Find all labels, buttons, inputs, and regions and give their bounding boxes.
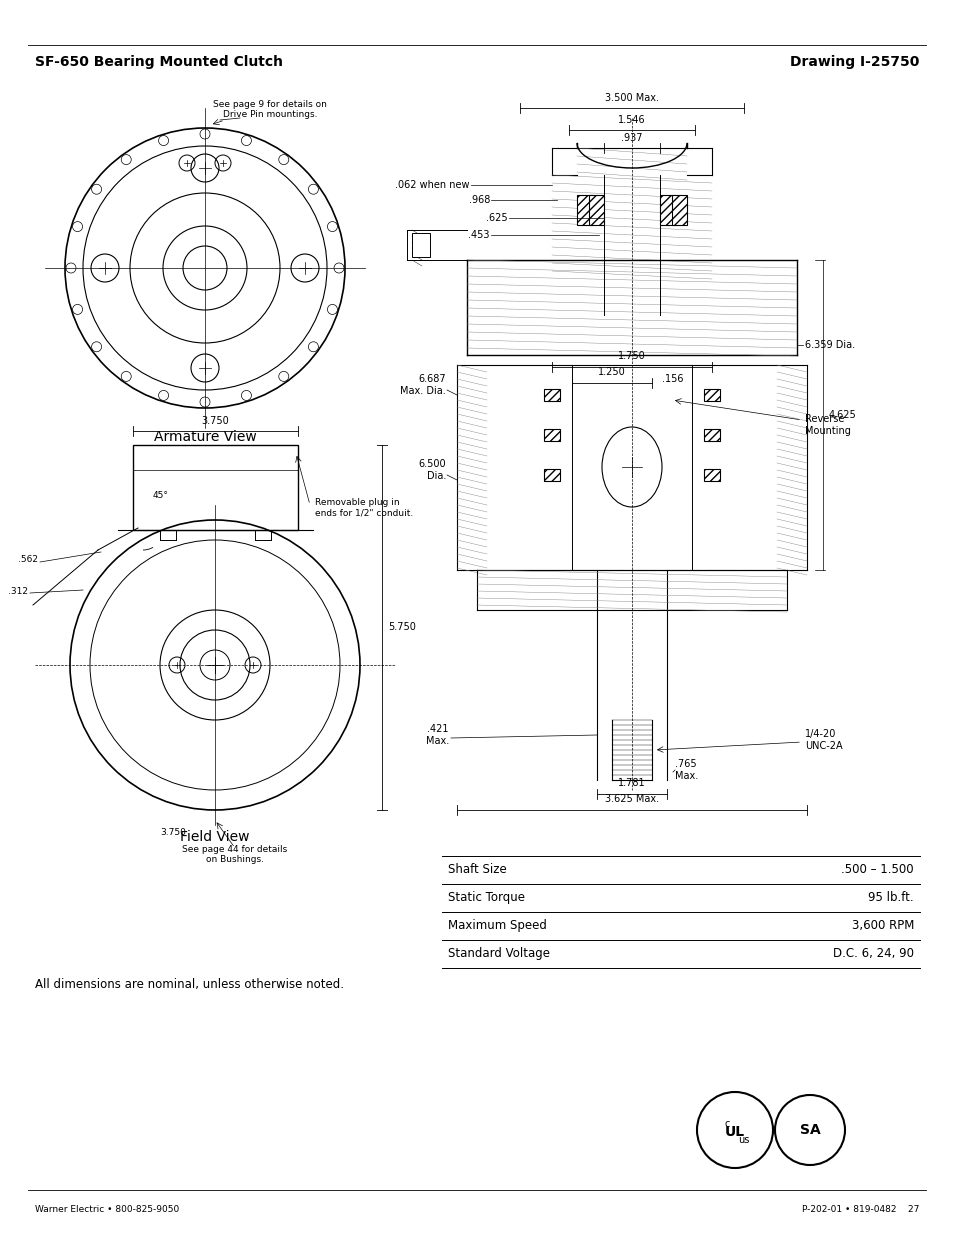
Text: 6.500
Dia.: 6.500 Dia. — [418, 459, 446, 480]
Text: 3,600 RPM: 3,600 RPM — [851, 920, 913, 932]
Text: All dimensions are nominal, unless otherwise noted.: All dimensions are nominal, unless other… — [35, 978, 344, 992]
Circle shape — [121, 372, 132, 382]
Bar — [577, 195, 592, 225]
Text: 3.750: 3.750 — [160, 827, 186, 837]
Text: .968: .968 — [468, 195, 490, 205]
Text: Static Torque: Static Torque — [448, 892, 524, 904]
Circle shape — [158, 390, 169, 400]
Circle shape — [91, 342, 101, 352]
Text: Warner Electric • 800-825-9050: Warner Electric • 800-825-9050 — [35, 1205, 179, 1214]
Text: Removable plug in
ends for 1/2" conduit.: Removable plug in ends for 1/2" conduit. — [314, 498, 413, 517]
Text: SA: SA — [799, 1123, 820, 1137]
Text: .562: .562 — [18, 556, 38, 564]
Text: 1.750: 1.750 — [618, 351, 645, 361]
Bar — [543, 469, 559, 480]
Text: 6.687
Max. Dia.: 6.687 Max. Dia. — [400, 374, 446, 395]
Bar — [132, 445, 297, 530]
Text: 1.781: 1.781 — [618, 778, 645, 788]
Text: .062 when new: .062 when new — [395, 180, 470, 190]
Text: .937: .937 — [620, 133, 642, 143]
Text: 4.625: 4.625 — [828, 410, 856, 420]
Text: .500 – 1.500: .500 – 1.500 — [841, 863, 913, 877]
Text: Drawing I-25750: Drawing I-25750 — [789, 56, 918, 69]
Text: .421
Max.: .421 Max. — [425, 724, 449, 746]
Text: us: us — [738, 1135, 749, 1145]
Bar — [659, 195, 675, 225]
Bar — [412, 233, 430, 257]
Text: .453: .453 — [468, 230, 490, 240]
Text: 1.546: 1.546 — [618, 115, 645, 125]
Circle shape — [241, 390, 252, 400]
Text: SF-650 Bearing Mounted Clutch: SF-650 Bearing Mounted Clutch — [35, 56, 283, 69]
Circle shape — [278, 154, 289, 164]
Text: 95 lb.ft.: 95 lb.ft. — [867, 892, 913, 904]
Bar — [703, 469, 720, 480]
Circle shape — [308, 184, 318, 194]
Bar — [703, 429, 720, 441]
Circle shape — [241, 136, 252, 146]
Circle shape — [278, 372, 289, 382]
Circle shape — [72, 221, 83, 232]
Circle shape — [334, 263, 344, 273]
Circle shape — [66, 263, 76, 273]
Text: Armature View: Armature View — [153, 430, 256, 445]
Circle shape — [308, 342, 318, 352]
Circle shape — [158, 136, 169, 146]
Text: Shaft Size: Shaft Size — [448, 863, 506, 877]
Text: 1.250: 1.250 — [598, 367, 625, 377]
Bar — [588, 195, 603, 225]
Text: D.C. 6, 24, 90: D.C. 6, 24, 90 — [832, 947, 913, 961]
Text: 3.500 Max.: 3.500 Max. — [604, 93, 659, 103]
Text: .765
Max.: .765 Max. — [675, 760, 698, 781]
Text: 5.750: 5.750 — [388, 622, 416, 632]
Text: 45°: 45° — [152, 490, 169, 499]
Bar — [543, 389, 559, 401]
Text: Reverse
Mounting: Reverse Mounting — [804, 414, 850, 436]
Circle shape — [200, 128, 210, 140]
Text: UL: UL — [724, 1125, 744, 1139]
Text: .625: .625 — [486, 212, 507, 224]
Circle shape — [327, 304, 337, 315]
Text: Field View: Field View — [180, 830, 250, 844]
Bar — [543, 429, 559, 441]
Text: See page 44 for details
on Bushings.: See page 44 for details on Bushings. — [182, 845, 287, 864]
Bar — [671, 195, 686, 225]
Text: 3.750: 3.750 — [201, 416, 229, 426]
Text: c: c — [723, 1119, 729, 1129]
Text: Standard Voltage: Standard Voltage — [448, 947, 550, 961]
Text: .156: .156 — [661, 374, 682, 384]
Text: Maximum Speed: Maximum Speed — [448, 920, 546, 932]
Circle shape — [200, 396, 210, 408]
Text: 6.359 Dia.: 6.359 Dia. — [804, 340, 854, 350]
Circle shape — [91, 184, 101, 194]
Circle shape — [72, 304, 83, 315]
Text: P-202-01 • 819-0482    27: P-202-01 • 819-0482 27 — [801, 1205, 918, 1214]
Text: .312: .312 — [8, 588, 28, 597]
Circle shape — [121, 154, 132, 164]
Circle shape — [327, 221, 337, 232]
Text: 1/4-20
UNC-2A: 1/4-20 UNC-2A — [804, 729, 841, 751]
Text: See page 9 for details on
Drive Pin mountings.: See page 9 for details on Drive Pin moun… — [213, 100, 327, 120]
Bar — [703, 389, 720, 401]
Text: 3.625 Max.: 3.625 Max. — [604, 794, 659, 804]
